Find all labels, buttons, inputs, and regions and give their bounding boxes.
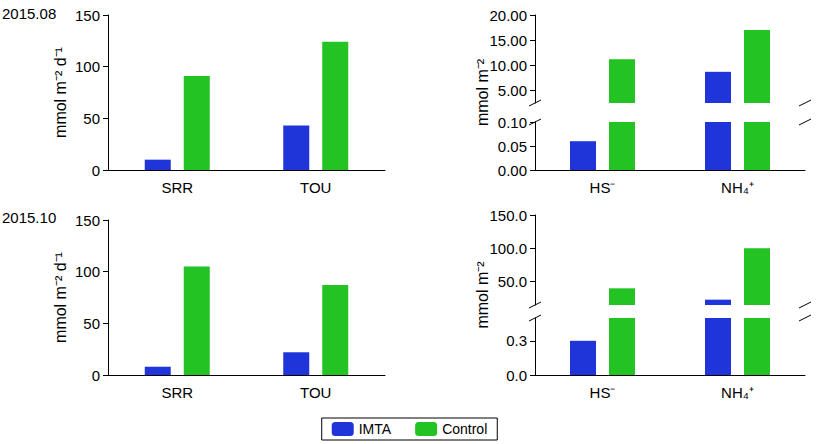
svg-text:SRR: SRR: [161, 179, 193, 196]
svg-text:150: 150: [75, 7, 100, 24]
svg-text:50.0: 50.0: [498, 273, 527, 290]
svg-text:Control: Control: [442, 421, 487, 437]
svg-text:0.05: 0.05: [498, 138, 527, 155]
svg-text:IMTA: IMTA: [359, 421, 392, 437]
svg-text:SRR: SRR: [161, 384, 193, 401]
svg-text:50: 50: [83, 110, 100, 127]
svg-text:NH₄⁺: NH₄⁺: [721, 179, 754, 196]
svg-text:0.3: 0.3: [506, 332, 527, 349]
svg-text:5.00: 5.00: [498, 82, 527, 99]
svg-text:mmol m⁻²: mmol m⁻²: [474, 58, 491, 126]
svg-text:2015.10: 2015.10: [2, 209, 56, 226]
svg-text:50: 50: [83, 315, 100, 332]
svg-text:150.0: 150.0: [489, 207, 527, 224]
svg-text:0.0: 0.0: [506, 367, 527, 384]
svg-text:20.00: 20.00: [489, 7, 527, 24]
svg-text:0.10: 0.10: [498, 114, 527, 131]
svg-text:mmol m⁻² d⁻¹: mmol m⁻² d⁻¹: [52, 252, 69, 343]
svg-text:mmol m⁻²: mmol m⁻²: [474, 261, 491, 329]
svg-text:0: 0: [92, 367, 100, 384]
svg-text:15.00: 15.00: [489, 32, 527, 49]
svg-text:0.00: 0.00: [498, 162, 527, 179]
svg-text:TOU: TOU: [300, 179, 331, 196]
svg-text:2015.08: 2015.08: [2, 5, 56, 22]
svg-text:0: 0: [92, 162, 100, 179]
svg-text:mmol m⁻² d⁻¹: mmol m⁻² d⁻¹: [52, 47, 69, 138]
svg-text:150: 150: [75, 212, 100, 229]
svg-text:HS⁻: HS⁻: [590, 179, 616, 196]
svg-text:NH₄⁺: NH₄⁺: [721, 384, 754, 401]
svg-text:TOU: TOU: [300, 384, 331, 401]
svg-text:100: 100: [75, 58, 100, 75]
svg-text:100.0: 100.0: [489, 240, 527, 257]
svg-text:100: 100: [75, 263, 100, 280]
svg-text:10.00: 10.00: [489, 57, 527, 74]
svg-text:HS⁻: HS⁻: [590, 384, 616, 401]
